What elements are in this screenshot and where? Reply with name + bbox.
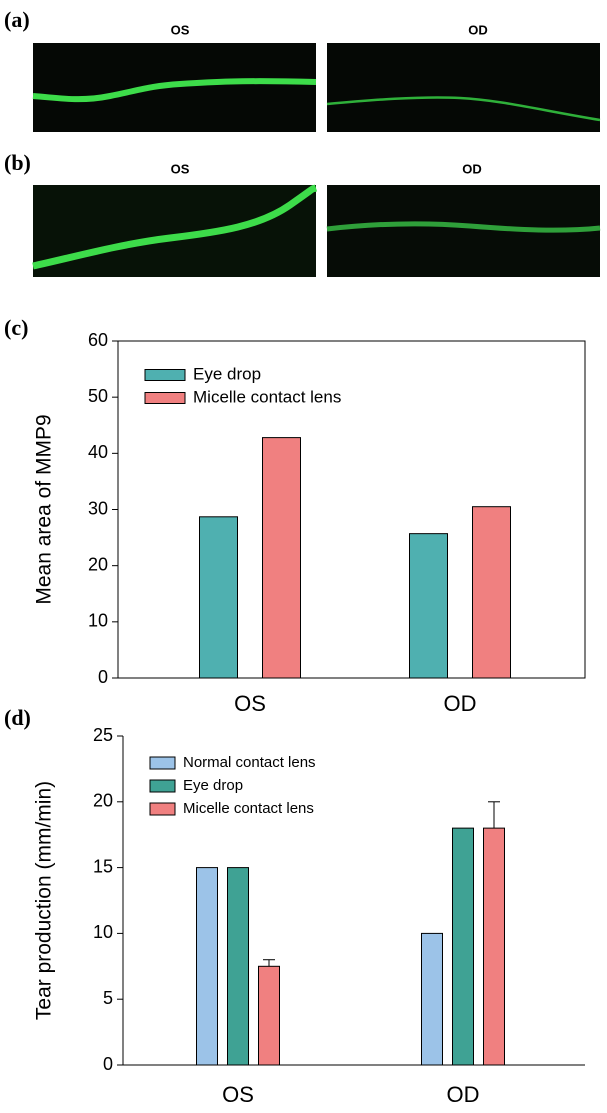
legend-swatch [145,370,185,381]
y-tick-label: 20 [93,791,113,811]
legend-swatch [150,780,175,792]
micrograph [33,43,316,132]
legend-swatch [150,757,175,769]
y-tick-label: 0 [98,667,108,687]
x-tick-label: OD [447,1082,480,1107]
bar [228,868,249,1065]
y-tick-label: 0 [103,1054,113,1074]
image-label: OS [171,22,190,37]
micrograph [33,185,316,277]
y-tick-label: 10 [93,922,113,942]
legend-swatch [145,393,185,404]
y-axis-label: Tear production (mm/min) [33,781,56,1020]
bar [453,828,474,1065]
bar [473,507,511,678]
panel-label: (b) [4,150,31,175]
bar [259,966,280,1065]
legend-label: Micelle contact lens [183,800,314,817]
plot-frame [118,341,585,678]
bar [410,534,448,678]
legend-swatch [150,803,175,815]
legend-label: Micelle contact lens [193,387,341,406]
error-bar [488,802,500,828]
x-tick-label: OD [444,691,477,716]
y-tick-label: 20 [88,554,108,574]
y-tick-label: 50 [88,386,108,406]
y-tick-label: 60 [88,330,108,350]
y-axis-label: Mean area of MMP9 [33,414,56,604]
panel-label: (c) [4,315,28,340]
figure: (a) OS OD (b) OS OD (c) Mean area of MMP9… [0,0,607,1113]
legend-label: Eye drop [193,364,261,383]
y-tick-label: 5 [103,988,113,1008]
bar [197,868,218,1065]
y-tick-label: 25 [93,725,113,745]
micrograph [327,43,600,132]
bar [484,828,505,1065]
image-label: OD [462,161,482,176]
legend-label: Normal contact lens [183,754,316,771]
x-tick-label: OS [234,691,266,716]
y-tick-label: 10 [88,611,108,631]
bar [422,933,443,1065]
x-tick-label: OS [222,1082,254,1107]
image-label: OS [171,161,190,176]
panel-label: (a) [4,7,30,32]
y-tick-label: 15 [93,856,113,876]
y-tick-label: 30 [88,498,108,518]
y-tick-label: 40 [88,442,108,462]
bar [200,517,238,678]
panel-label: (d) [4,705,31,730]
image-label: OD [468,22,488,37]
bar [263,438,301,678]
legend-label: Eye drop [183,777,243,794]
error-bar [263,960,275,967]
